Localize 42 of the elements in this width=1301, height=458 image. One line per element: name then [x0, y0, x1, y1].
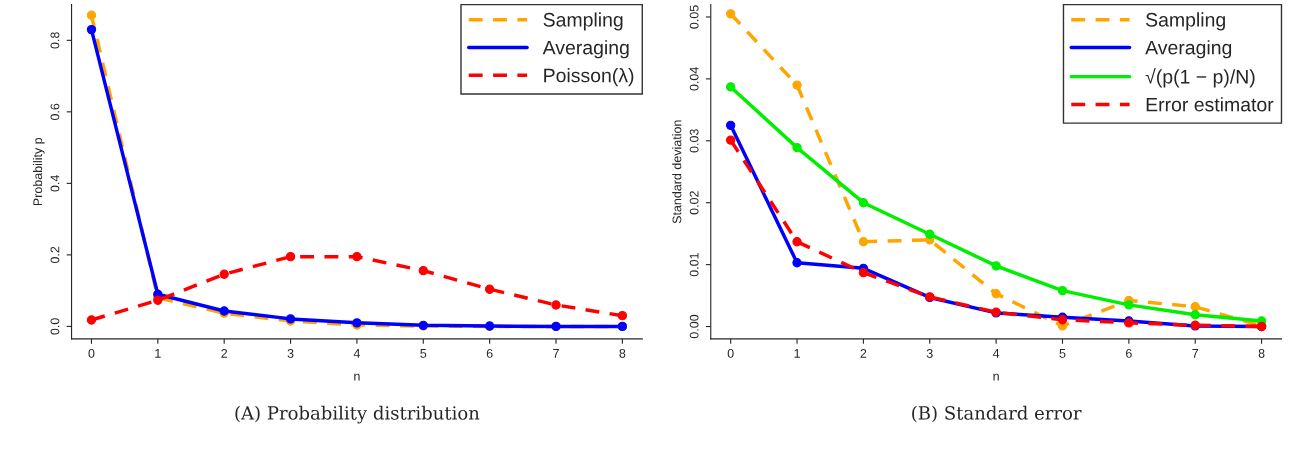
x-tick-label: 7 [553, 349, 559, 358]
x-tick-label: 6 [1126, 348, 1132, 358]
x-tick-label: 5 [420, 349, 427, 358]
y-tick-label: 0.2 [50, 246, 60, 264]
x-tick-label: 1 [794, 349, 800, 358]
x-tick-label: 5 [1059, 349, 1066, 358]
y-tick-label: 0.00 [689, 314, 699, 339]
x-axis-title: n [993, 373, 999, 381]
y-tick-label: 0.04 [689, 67, 699, 91]
x-axis-title: n [354, 373, 360, 381]
text: (B) Standard error [912, 405, 1082, 423]
x-tick-label: 8 [1258, 348, 1265, 358]
legend-label: Averaging [542, 40, 629, 59]
y-tick-label: 0.4 [50, 175, 60, 192]
legend-label: Sampling [1146, 12, 1225, 31]
y-tick-label: 0.0 [50, 318, 60, 335]
y-axis-title: Probability p [32, 137, 45, 206]
x-tick-label: 0 [727, 348, 734, 358]
x-tick-label: 3 [926, 348, 933, 358]
x-tick-label: 2 [221, 348, 228, 358]
legend-label: Sampling [543, 12, 623, 31]
y-tick-label: 0.02 [689, 191, 699, 215]
text: (A) Probability distribution [235, 405, 480, 424]
x-tick-label: 4 [353, 349, 361, 358]
x-tick-label: 8 [619, 348, 626, 358]
y-tick-label: 0.05 [689, 5, 699, 29]
y-tick-label: 0.01 [689, 253, 699, 277]
x-tick-label: 7 [1192, 349, 1199, 358]
legend-label: Error estimator [1146, 97, 1274, 112]
legend-label: Averaging [1145, 40, 1232, 59]
y-tick-label: 0.6 [50, 103, 60, 121]
y-tick-label: 0.03 [689, 129, 699, 153]
legend-label: √(p(1 − p)/N) [1145, 68, 1255, 88]
x-tick-label: 4 [992, 349, 1000, 358]
x-tick-label: 2 [860, 348, 867, 358]
x-tick-label: 3 [287, 348, 294, 358]
y-axis-title: Standard deviation [672, 120, 682, 224]
x-tick-label: 1 [155, 349, 161, 358]
x-tick-label: 0 [88, 348, 95, 358]
x-tick-label: 6 [486, 348, 493, 358]
legend-label: Poisson(λ) [544, 68, 634, 87]
y-tick-label: 0.8 [50, 32, 60, 49]
